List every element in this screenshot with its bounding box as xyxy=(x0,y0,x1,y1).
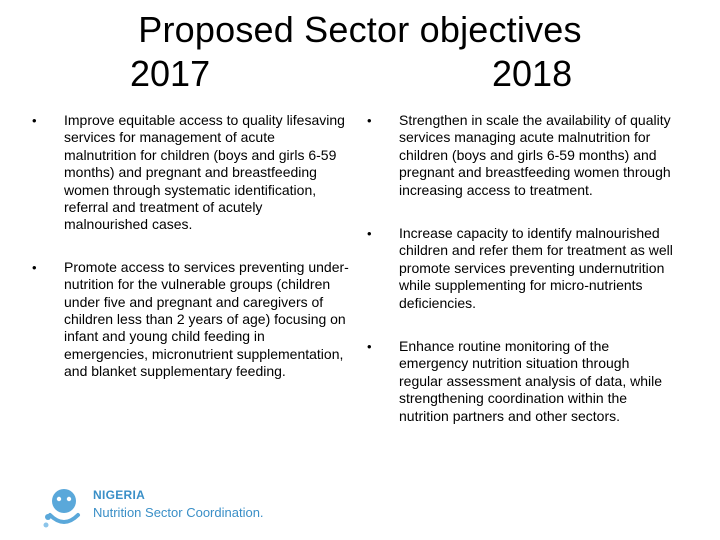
logo-country-text: NIGERIA xyxy=(93,488,146,502)
bullet-icon: • xyxy=(367,113,372,128)
year-heading-left: 2017 xyxy=(130,53,211,94)
objective-text: Improve equitable access to quality life… xyxy=(64,112,345,233)
slide-title: Proposed Sector objectives xyxy=(138,9,582,50)
objective-text: Enhance routine monitoring of the emerge… xyxy=(399,338,663,424)
objective-text: Strengthen in scale the availability of … xyxy=(399,112,671,198)
list-item: • Improve equitable access to quality li… xyxy=(28,112,350,234)
bullet-icon: • xyxy=(367,339,372,355)
objective-text: Increase capacity to identify malnourish… xyxy=(399,225,673,311)
bullet-icon: • xyxy=(367,226,372,242)
year-heading-right: 2018 xyxy=(492,53,573,94)
list-item: • Increase capacity to identify malnouri… xyxy=(363,225,675,312)
objective-text: Promote access to services preventing un… xyxy=(64,258,349,380)
list-item: • Enhance routine monitoring of the emer… xyxy=(363,338,675,425)
nutrition-sector-logo: NIGERIA Nutrition Sector Coordination. xyxy=(40,485,270,533)
bullet-icon: • xyxy=(32,113,37,128)
bullet-icon: • xyxy=(32,259,37,275)
objectives-2017-list: • Improve equitable access to quality li… xyxy=(28,112,350,381)
objectives-2018-list: • Strengthen in scale the availability o… xyxy=(363,112,675,425)
list-item: • Promote access to services preventing … xyxy=(28,259,350,381)
nutrition-sector-logo-icon xyxy=(43,489,80,528)
logo-org-text: Nutrition Sector Coordination. xyxy=(93,505,264,520)
list-item: • Strengthen in scale the availability o… xyxy=(363,112,675,199)
